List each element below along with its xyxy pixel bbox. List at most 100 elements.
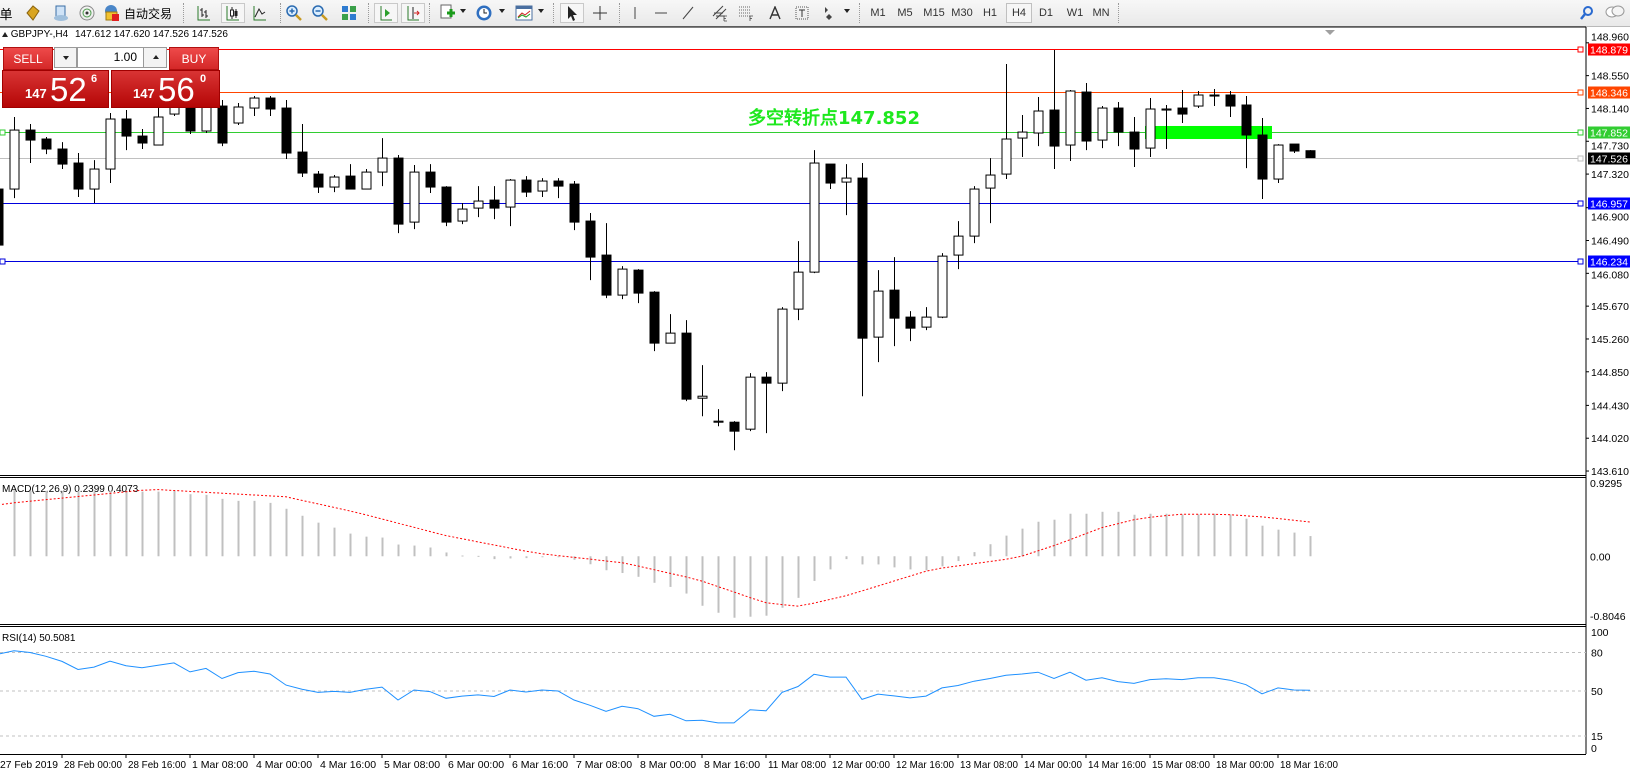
- candle-54[interactable]: [841, 164, 852, 216]
- candle-53[interactable]: [825, 163, 836, 190]
- periods-clock-icon[interactable]: [473, 3, 495, 23]
- candle-51[interactable]: [793, 241, 804, 321]
- candle-82[interactable]: [1289, 143, 1300, 154]
- candle-73[interactable]: [1145, 98, 1156, 158]
- candle-56[interactable]: [873, 270, 884, 363]
- auto-trading-button[interactable]: 自动交易: [102, 3, 178, 23]
- hline-anchor[interactable]: [1577, 89, 1584, 96]
- text-label-icon[interactable]: [791, 3, 813, 23]
- candle-10[interactable]: [137, 129, 148, 150]
- lot-input[interactable]: 1.00: [77, 47, 144, 68]
- auto-scroll-icon[interactable]: [401, 3, 425, 23]
- timeframe-h1[interactable]: H1: [982, 7, 998, 19]
- candle-79[interactable]: [1241, 96, 1252, 169]
- hline-anchor[interactable]: [1577, 258, 1584, 265]
- candle-47[interactable]: [729, 421, 740, 451]
- candle-23[interactable]: [345, 164, 356, 190]
- chat-icon[interactable]: [1603, 3, 1627, 23]
- timeframe-m15[interactable]: M15: [923, 7, 945, 19]
- timeframe-mn[interactable]: MN: [1092, 7, 1110, 19]
- candle-46[interactable]: [713, 409, 724, 427]
- chart-shift-icon[interactable]: [374, 3, 398, 23]
- candle-49[interactable]: [761, 372, 772, 434]
- candle-77[interactable]: [1209, 88, 1220, 107]
- candle-58[interactable]: [905, 311, 916, 342]
- search-icon[interactable]: [1577, 3, 1597, 23]
- indicators-icon[interactable]: [436, 3, 458, 23]
- candle-15[interactable]: [217, 100, 228, 147]
- candle-67[interactable]: [1049, 50, 1060, 170]
- chart-shift-marker[interactable]: [1325, 30, 1335, 35]
- candle-44[interactable]: [681, 320, 692, 402]
- arrows-dropdown-caret[interactable]: [844, 9, 850, 13]
- candle-66[interactable]: [1033, 97, 1044, 147]
- candle-9[interactable]: [121, 110, 132, 151]
- timeframe-m5[interactable]: M5: [897, 7, 913, 19]
- data-window-icon[interactable]: [50, 3, 72, 23]
- candle-2[interactable]: [9, 117, 20, 199]
- candle-83[interactable]: [1305, 150, 1316, 159]
- hline-anchor[interactable]: [0, 129, 6, 136]
- buy-button[interactable]: BUY: [169, 47, 219, 70]
- market-watch-icon[interactable]: [22, 3, 44, 23]
- candle-30[interactable]: [457, 203, 468, 225]
- candle-80[interactable]: [1257, 118, 1268, 200]
- text-icon[interactable]: [764, 3, 786, 23]
- candle-20[interactable]: [297, 124, 308, 178]
- equidistant-channel-icon[interactable]: [709, 3, 731, 23]
- horizontal-line-icon[interactable]: [650, 3, 672, 23]
- candle-50[interactable]: [777, 307, 788, 392]
- candle-34[interactable]: [521, 176, 532, 198]
- buy-price-box[interactable]: 147 56 0: [111, 70, 220, 108]
- candle-64[interactable]: [1001, 64, 1012, 180]
- candle-43[interactable]: [665, 314, 676, 344]
- candle-40[interactable]: [617, 266, 628, 300]
- candle-35[interactable]: [537, 178, 548, 198]
- templates-icon[interactable]: [513, 3, 535, 23]
- templates-dropdown-caret[interactable]: [538, 9, 544, 13]
- hline-anchor[interactable]: [0, 258, 6, 265]
- candle-36[interactable]: [553, 178, 564, 199]
- candle-68[interactable]: [1065, 90, 1076, 162]
- candle-41[interactable]: [633, 269, 644, 304]
- candle-4[interactable]: [41, 137, 52, 155]
- timeframe-h4[interactable]: H4: [1006, 3, 1032, 23]
- candle-78[interactable]: [1225, 91, 1236, 118]
- candle-57[interactable]: [889, 257, 900, 347]
- candle-25[interactable]: [377, 138, 388, 187]
- zoom-in-icon[interactable]: [283, 3, 305, 23]
- candle-48[interactable]: [745, 373, 756, 432]
- candle-8[interactable]: [105, 113, 116, 184]
- candle-33[interactable]: [505, 179, 516, 227]
- candle-21[interactable]: [313, 171, 324, 194]
- candle-7[interactable]: [89, 160, 100, 204]
- candle-75[interactable]: [1177, 90, 1188, 124]
- candle-65[interactable]: [1017, 115, 1028, 158]
- candle-42[interactable]: [649, 291, 660, 352]
- line-chart-icon[interactable]: [249, 3, 271, 23]
- candle-18[interactable]: [265, 96, 276, 117]
- timeframe-m30[interactable]: M30: [951, 7, 973, 19]
- periods-dropdown-caret[interactable]: [499, 9, 505, 13]
- candle-76[interactable]: [1193, 91, 1204, 109]
- candlestick-icon[interactable]: [221, 3, 245, 23]
- hline-anchor[interactable]: [1577, 129, 1584, 136]
- candle-61[interactable]: [953, 221, 964, 270]
- candle-55[interactable]: [857, 163, 868, 397]
- candle-3[interactable]: [25, 124, 36, 164]
- crosshair-icon[interactable]: [589, 3, 611, 23]
- candle-81[interactable]: [1273, 144, 1284, 184]
- candle-32[interactable]: [489, 186, 500, 220]
- candle-6[interactable]: [73, 153, 84, 198]
- menu-item-fragment[interactable]: 单: [0, 6, 13, 22]
- candle-62[interactable]: [969, 186, 980, 244]
- sell-price-box[interactable]: 147 52 6: [2, 70, 109, 108]
- candle-26[interactable]: [393, 155, 404, 234]
- vertical-line-icon[interactable]: [624, 3, 646, 23]
- lot-increase-button[interactable]: [143, 47, 167, 68]
- signals-icon[interactable]: [76, 3, 98, 23]
- candle-31[interactable]: [473, 186, 484, 218]
- candle-45[interactable]: [697, 365, 708, 417]
- trendline-icon[interactable]: [677, 3, 699, 23]
